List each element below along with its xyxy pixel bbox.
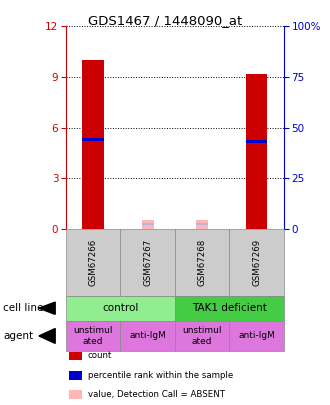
Text: cell line: cell line [3,303,44,313]
Text: agent: agent [3,331,33,341]
Text: GDS1467 / 1448090_at: GDS1467 / 1448090_at [88,14,242,27]
Text: unstimul
ated: unstimul ated [182,326,222,345]
Bar [196,220,208,229]
Text: GSM67268: GSM67268 [198,239,207,286]
Text: GSM67269: GSM67269 [252,239,261,286]
Bar [82,60,104,229]
Text: GSM67266: GSM67266 [89,239,98,286]
Text: anti-IgM: anti-IgM [238,331,275,341]
Polygon shape [39,302,55,314]
Bar [142,223,154,225]
Text: value, Detection Call = ABSENT: value, Detection Call = ABSENT [88,390,225,399]
Bar [142,220,154,229]
Text: anti-IgM: anti-IgM [129,331,166,341]
Text: control: control [102,303,139,313]
Text: GSM67267: GSM67267 [143,239,152,286]
Text: count: count [88,352,112,360]
Text: TAK1 deficient: TAK1 deficient [192,303,267,313]
Text: percentile rank within the sample: percentile rank within the sample [88,371,233,380]
Bar [246,140,267,143]
Bar [196,223,208,225]
Bar [246,74,267,229]
Bar [82,138,104,141]
Text: unstimul
ated: unstimul ated [74,326,113,345]
Polygon shape [39,328,55,343]
